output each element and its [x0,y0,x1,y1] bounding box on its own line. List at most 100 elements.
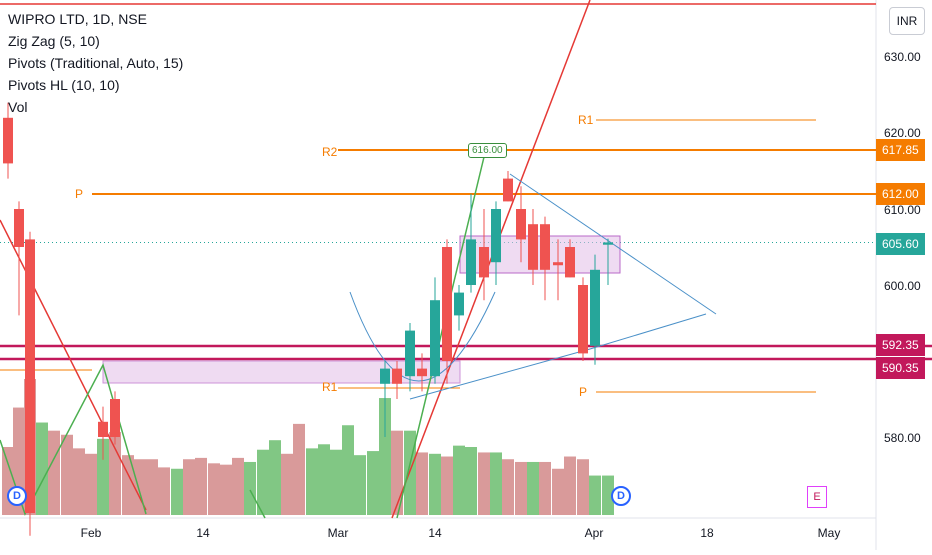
volume-bar [269,440,281,515]
candle-body [98,421,108,437]
candle-body [503,178,513,202]
volume-bar [465,447,477,515]
volume-bar [478,452,490,515]
candle-body [442,247,452,361]
volume-bar [391,430,403,515]
x-tick-label: 14 [196,526,210,540]
candle-body [553,262,563,266]
volume-bar [171,468,183,515]
volume-bar [306,448,318,515]
volume-bar [453,445,465,515]
volume-bar [73,448,85,515]
volume-bar [318,444,330,515]
price-tag-p: 612.00 [876,183,925,205]
y-tick-label: 600.00 [884,279,921,293]
zone-box [102,360,461,384]
legend-symbol[interactable]: WIPRO LTD, 1D, NSE [8,11,147,27]
dividend-marker[interactable]: D [611,486,631,506]
candle-body [25,239,35,513]
y-tick-label: 620.00 [884,126,921,140]
volume-bar [183,459,195,515]
volume-bar [330,449,342,515]
volume-bar [490,452,502,515]
trend-line-down [0,219,147,511]
volume-bar [36,422,48,515]
candle-body [479,247,489,278]
volume-bar [416,452,428,515]
candle-body [603,242,613,245]
earnings-marker[interactable]: E [807,486,827,508]
legend-volume[interactable]: Vol [8,99,28,115]
candle-body [3,117,13,164]
pivot-label-p: P [579,385,588,399]
pivot-label-r1: R1 [322,380,338,394]
volume-bar [515,461,527,515]
volume-bar [577,459,589,515]
candle-body [405,330,415,377]
x-tick-label: Mar [327,526,349,540]
volume-bar [342,425,354,515]
zigzag-line [396,156,485,519]
volume-bar [48,430,60,515]
currency-button[interactable]: INR [889,7,925,35]
volume-bar [429,453,441,515]
triangle-lower-line [589,313,707,350]
candle-body [565,247,575,278]
volume-bar [257,449,269,515]
x-tick-label: Feb [80,526,102,540]
candle-body [528,224,538,270]
price-tag-support-1: 592.35 [876,334,925,356]
volume-bar [379,398,391,515]
volume-bar [85,453,97,515]
candle-body [454,292,464,316]
candle-body [110,399,120,437]
volume-bar [589,475,601,515]
legend-pivots[interactable]: Pivots (Traditional, Auto, 15) [8,55,184,71]
dividend-marker[interactable]: D [7,486,27,506]
wedge-lower-line [409,348,591,400]
price-tag-last: 605.60 [876,233,925,255]
volume-bar [195,457,207,515]
volume-bar [564,456,576,515]
volume-bar [539,461,551,515]
candle-body [491,209,501,263]
pivot-high-label: 616.00 [468,143,507,158]
x-tick-label: 14 [428,526,442,540]
curve-arc [349,291,496,382]
price-tag-r2: 617.85 [876,139,925,161]
x-tick-label: May [817,526,841,540]
zigzag-line [249,489,266,519]
candle-body [590,269,600,346]
x-tick-label: Apr [584,526,604,540]
volume-bar [61,434,73,515]
volume-bar [208,463,220,515]
volume-bar [552,468,564,515]
x-tick-label: 18 [700,526,714,540]
volume-bar [441,456,453,515]
legend-pivots-hl[interactable]: Pivots HL (10, 10) [8,77,120,93]
volume-bar [367,451,379,515]
volume-bar [281,453,293,515]
volume-bar [232,457,244,515]
volume-bar [146,459,158,515]
legend-zigzag[interactable]: Zig Zag (5, 10) [8,33,100,49]
volume-bar [122,455,134,515]
volume-bar [158,467,170,515]
price-tag-support-2: 590.35 [876,357,925,379]
candle-body [578,285,588,354]
candle-body [417,368,427,377]
y-tick-label: 630.00 [884,50,921,64]
volume-bar [244,461,256,515]
candle-body [466,239,476,285]
pivot-label-r2: R2 [322,145,338,159]
candle-body [14,209,24,247]
volume-bar [602,475,614,515]
volume-bar [354,455,366,515]
candle-body [380,368,390,384]
pivot-label-r1: R1 [578,113,594,127]
volume-bar [220,464,232,515]
y-tick-label: 580.00 [884,431,921,445]
volume-bar [527,461,539,515]
candle-body [392,368,402,384]
volume-bar [97,438,109,515]
